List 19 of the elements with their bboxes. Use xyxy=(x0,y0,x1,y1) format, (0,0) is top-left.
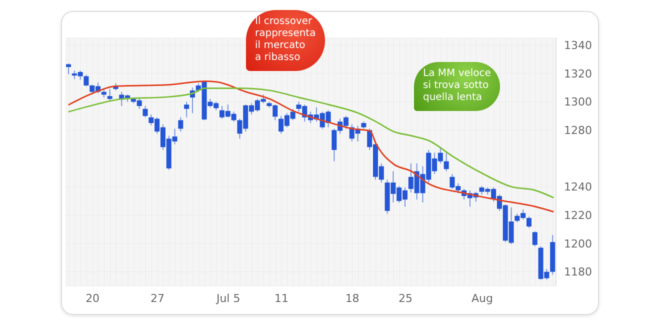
x-tick-label: 27 xyxy=(150,292,165,305)
x-tick-label: 18 xyxy=(345,292,360,305)
y-tick-label: 1320 xyxy=(564,67,592,80)
y-tick-label: 1220 xyxy=(564,209,592,222)
y-tick-label: 1200 xyxy=(564,237,592,250)
x-tick-label: 20 xyxy=(86,292,100,305)
annotation: La MM veloce si trova sotto quella lenta xyxy=(423,68,491,104)
line-series xyxy=(68,80,554,212)
x-tick-label: 11 xyxy=(274,292,288,305)
y-tick-label: 1240 xyxy=(564,180,592,194)
annotation: Il crossover rappresenta il mercato a ribasso xyxy=(255,16,316,64)
y-tick-label: 1180 xyxy=(564,266,592,279)
x-tick-label: 25 xyxy=(398,292,412,305)
y-tick-label: 1280 xyxy=(564,124,592,138)
line-series xyxy=(68,88,554,198)
y-tick-label: 1340 xyxy=(564,38,592,52)
x-tick-label: Aug xyxy=(471,292,493,305)
y-tick-label: 1300 xyxy=(564,96,592,109)
x-tick-label: Jul 5 xyxy=(215,292,240,305)
